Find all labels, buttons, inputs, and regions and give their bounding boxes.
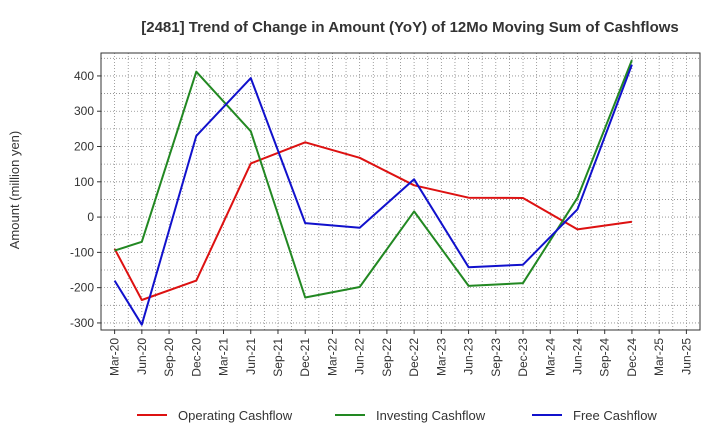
x-tick-label: Mar-23: [434, 338, 448, 376]
y-tick-label: 200: [74, 140, 94, 154]
y-tick-label: 400: [74, 69, 94, 83]
x-tick-label: Sep-24: [598, 338, 612, 377]
x-tick-label: Mar-21: [217, 338, 231, 376]
x-tick-label: Dec-24: [625, 338, 639, 377]
chart-title: [2481] Trend of Change in Amount (YoY) o…: [141, 19, 679, 36]
x-tick-label: Jun-20: [135, 338, 149, 375]
x-tick-label: Sep-20: [162, 338, 176, 377]
series-line-investing-cashflow: [114, 59, 633, 299]
legend-label: Free Cashflow: [573, 408, 657, 423]
legend-item: Operating Cashflow: [137, 408, 293, 423]
y-tick-label: 100: [74, 175, 94, 189]
x-tick-label: Jun-24: [570, 338, 584, 375]
y-tick-label: -200: [70, 281, 94, 295]
series-line-operating-cashflow: [113, 141, 633, 301]
series-line-free-cashflow: [113, 64, 633, 326]
legend: Operating Cashflow Investing Cashflow Free…: [137, 408, 657, 423]
y-tick-label: 0: [87, 210, 94, 224]
x-tick-label: Mar-25: [652, 338, 666, 376]
plot-frame: [100, 52, 701, 331]
y-tick-label: 300: [74, 104, 94, 118]
x-tick-label: Dec-20: [189, 338, 203, 377]
x-tick-label: Sep-22: [380, 338, 394, 377]
x-tick-label: Dec-21: [298, 338, 312, 377]
x-tick-label: Jun-21: [244, 338, 258, 375]
legend-item: Investing Cashflow: [335, 408, 486, 423]
x-tick-label: Mar-24: [543, 338, 557, 376]
y-axis: -300 -200 -100 0 100 200 300 400: [70, 69, 101, 330]
x-tick-label: Dec-23: [516, 338, 530, 377]
x-axis: Mar-20 Jun-20 Sep-20 Dec-20 Mar-21 Jun-21 Sep-…: [108, 330, 693, 377]
x-tick-label: Dec-22: [407, 338, 421, 377]
x-tick-label: Jun-25: [679, 338, 693, 375]
legend-item: Free Cashflow: [532, 408, 657, 423]
x-tick-label: Mar-20: [108, 338, 122, 376]
x-tick-label: Sep-21: [271, 338, 285, 377]
y-axis-label: Amount (million yen): [7, 131, 22, 250]
legend-label: Operating Cashflow: [178, 408, 293, 423]
x-tick-label: Jun-23: [462, 338, 476, 375]
x-tick-label: Sep-23: [489, 338, 503, 377]
x-tick-label: Mar-22: [325, 338, 339, 376]
series-lines: [113, 59, 633, 326]
legend-label: Investing Cashflow: [376, 408, 486, 423]
y-tick-label: -100: [70, 245, 94, 259]
x-tick-label: Jun-22: [353, 338, 367, 375]
y-tick-label: -300: [70, 316, 94, 330]
